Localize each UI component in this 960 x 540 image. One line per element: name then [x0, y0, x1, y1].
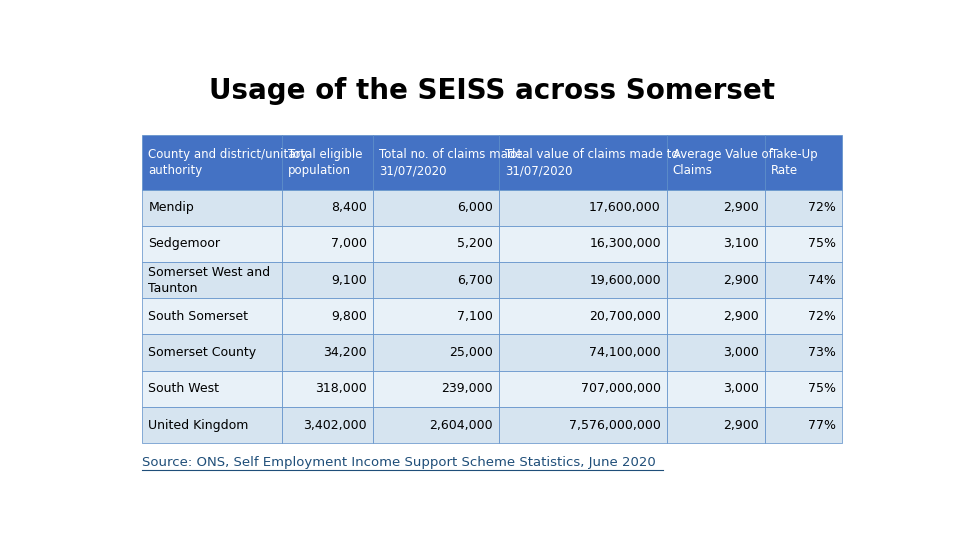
- Bar: [499, 262, 667, 298]
- Text: 75%: 75%: [807, 382, 836, 395]
- Bar: [765, 298, 842, 334]
- Text: 2,900: 2,900: [723, 310, 758, 323]
- Text: 239,000: 239,000: [442, 382, 493, 395]
- Text: 8,400: 8,400: [331, 201, 367, 214]
- Text: Take-Up
Rate: Take-Up Rate: [771, 148, 817, 177]
- Bar: [499, 334, 667, 371]
- Text: 5,200: 5,200: [457, 238, 493, 251]
- Text: 72%: 72%: [808, 310, 836, 323]
- Bar: [142, 298, 282, 334]
- Text: 77%: 77%: [807, 418, 836, 431]
- Text: 2,604,000: 2,604,000: [429, 418, 493, 431]
- Bar: [765, 407, 842, 443]
- Text: 17,600,000: 17,600,000: [589, 201, 660, 214]
- Text: 7,576,000,000: 7,576,000,000: [569, 418, 660, 431]
- Text: Usage of the SEISS across Somerset: Usage of the SEISS across Somerset: [209, 77, 775, 105]
- Text: South West: South West: [148, 382, 219, 395]
- Text: 34,200: 34,200: [324, 346, 367, 359]
- Text: 6,000: 6,000: [457, 201, 493, 214]
- Text: 2,900: 2,900: [723, 201, 758, 214]
- Text: 3,000: 3,000: [723, 346, 758, 359]
- Text: Source: ONS, Self Employment Income Support Scheme Statistics, June 2020: Source: ONS, Self Employment Income Supp…: [142, 456, 656, 469]
- Text: 74,100,000: 74,100,000: [589, 346, 660, 359]
- Bar: [373, 226, 499, 262]
- Text: 74%: 74%: [808, 274, 836, 287]
- Bar: [142, 262, 282, 298]
- Bar: [282, 262, 373, 298]
- Bar: [282, 407, 373, 443]
- Text: 2,900: 2,900: [723, 418, 758, 431]
- Bar: [499, 371, 667, 407]
- Bar: [667, 262, 765, 298]
- Text: 9,800: 9,800: [331, 310, 367, 323]
- Bar: [667, 371, 765, 407]
- Bar: [499, 298, 667, 334]
- Bar: [373, 407, 499, 443]
- Bar: [282, 226, 373, 262]
- Bar: [765, 334, 842, 371]
- Text: Mendip: Mendip: [148, 201, 194, 214]
- Text: County and district/unitary
authority: County and district/unitary authority: [148, 148, 308, 177]
- Text: 20,700,000: 20,700,000: [589, 310, 660, 323]
- Text: Somerset West and
Taunton: Somerset West and Taunton: [148, 266, 271, 295]
- Text: 73%: 73%: [808, 346, 836, 359]
- Text: 72%: 72%: [808, 201, 836, 214]
- Bar: [667, 334, 765, 371]
- Text: 2,900: 2,900: [723, 274, 758, 287]
- Text: 3,000: 3,000: [723, 382, 758, 395]
- Text: 7,100: 7,100: [457, 310, 493, 323]
- Text: Total no. of claims made
31/07/2020: Total no. of claims made 31/07/2020: [379, 148, 522, 177]
- Bar: [765, 262, 842, 298]
- Bar: [765, 371, 842, 407]
- Bar: [142, 371, 282, 407]
- Bar: [499, 226, 667, 262]
- Text: South Somerset: South Somerset: [148, 310, 249, 323]
- Text: 19,600,000: 19,600,000: [589, 274, 660, 287]
- Bar: [373, 262, 499, 298]
- Bar: [373, 334, 499, 371]
- Bar: [667, 407, 765, 443]
- Text: Somerset County: Somerset County: [148, 346, 256, 359]
- Bar: [765, 226, 842, 262]
- Bar: [282, 334, 373, 371]
- Text: 3,100: 3,100: [723, 238, 758, 251]
- Text: 6,700: 6,700: [457, 274, 493, 287]
- Text: 25,000: 25,000: [449, 346, 493, 359]
- Bar: [373, 190, 499, 226]
- Bar: [373, 298, 499, 334]
- Text: United Kingdom: United Kingdom: [148, 418, 249, 431]
- Text: 75%: 75%: [807, 238, 836, 251]
- Text: Total value of claims made to
31/07/2020: Total value of claims made to 31/07/2020: [505, 148, 679, 177]
- Text: Total eligible
population: Total eligible population: [288, 148, 363, 177]
- Bar: [142, 334, 282, 371]
- Text: 318,000: 318,000: [316, 382, 367, 395]
- Text: 3,402,000: 3,402,000: [303, 418, 367, 431]
- Text: Sedgemoor: Sedgemoor: [148, 238, 220, 251]
- Bar: [142, 226, 282, 262]
- Bar: [282, 298, 373, 334]
- Bar: [282, 371, 373, 407]
- Bar: [765, 190, 842, 226]
- Bar: [667, 298, 765, 334]
- Bar: [667, 190, 765, 226]
- Bar: [142, 190, 282, 226]
- Text: Average Value of
Claims: Average Value of Claims: [673, 148, 773, 177]
- Text: 7,000: 7,000: [331, 238, 367, 251]
- Bar: [499, 190, 667, 226]
- Bar: [282, 190, 373, 226]
- Text: 9,100: 9,100: [331, 274, 367, 287]
- Bar: [142, 407, 282, 443]
- Text: 16,300,000: 16,300,000: [589, 238, 660, 251]
- Bar: [499, 407, 667, 443]
- Bar: [667, 226, 765, 262]
- Text: 707,000,000: 707,000,000: [581, 382, 660, 395]
- Bar: [373, 371, 499, 407]
